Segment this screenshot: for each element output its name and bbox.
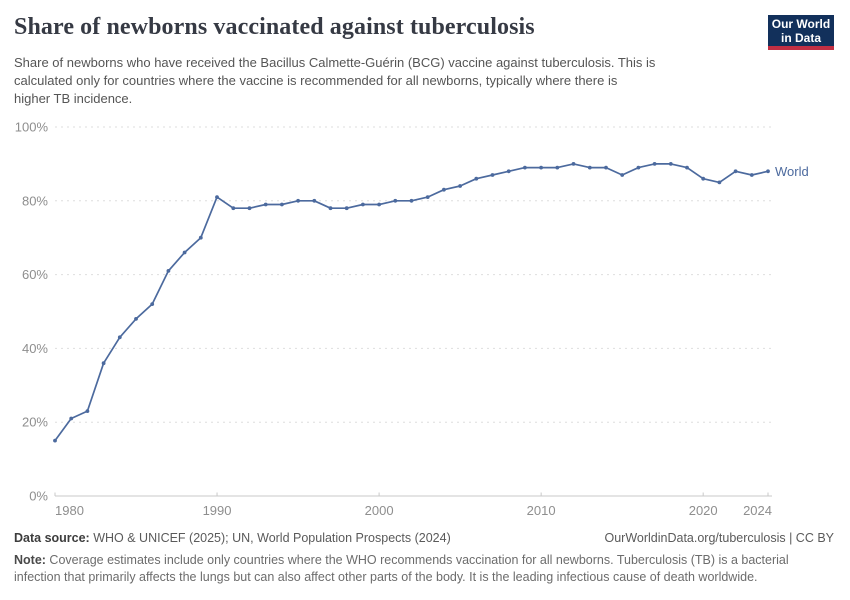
y-tick-label: 100% xyxy=(15,120,49,135)
data-point xyxy=(490,173,495,177)
series-end-label: World xyxy=(775,164,809,179)
y-tick-label: 40% xyxy=(22,341,48,356)
footer-note: Note: Coverage estimates include only co… xyxy=(14,552,836,586)
x-tick-label: 2024 xyxy=(743,503,772,518)
data-point xyxy=(134,317,138,321)
data-point xyxy=(766,169,770,174)
data-point xyxy=(604,165,608,170)
data-point xyxy=(636,165,641,170)
footer-note-text-2: infection that primarily affects the lun… xyxy=(14,570,758,584)
footer-source: Data source: WHO & UNICEF (2025); UN, Wo… xyxy=(14,531,451,545)
y-tick-label: 60% xyxy=(22,267,48,282)
data-point xyxy=(247,206,252,211)
x-tick-label: 2010 xyxy=(527,503,556,518)
x-tick-label: 2000 xyxy=(365,503,394,518)
data-point xyxy=(685,165,689,170)
subtitle-line: higher TB incidence. xyxy=(14,91,133,106)
data-point xyxy=(620,173,625,177)
data-point xyxy=(506,169,511,174)
data-point xyxy=(166,269,171,273)
data-point xyxy=(717,180,722,185)
y-tick-label: 20% xyxy=(22,415,48,430)
data-point xyxy=(409,198,414,203)
data-point xyxy=(361,202,365,207)
data-point xyxy=(69,416,74,421)
data-point xyxy=(587,165,592,170)
page-subtitle: Share of newborns who have received the … xyxy=(14,54,759,108)
footer-note-line: Note: Coverage estimates include only co… xyxy=(14,553,789,567)
data-point xyxy=(442,187,446,192)
x-tick-label: 1990 xyxy=(203,503,232,518)
data-point xyxy=(701,176,706,181)
footer-source-text: WHO & UNICEF (2025); UN, World Populatio… xyxy=(89,531,451,545)
data-point xyxy=(571,162,576,166)
data-point xyxy=(523,165,527,170)
footer-source-label: Data source: xyxy=(14,531,90,545)
footer-note-text-1: Coverage estimates include only countrie… xyxy=(45,553,789,567)
data-point xyxy=(182,250,187,255)
data-point xyxy=(344,206,349,211)
data-point xyxy=(474,176,479,181)
data-point xyxy=(393,198,398,203)
owid-logo[interactable]: Our World in Data xyxy=(768,15,834,50)
data-point xyxy=(263,202,268,207)
data-point xyxy=(85,409,90,413)
data-point xyxy=(668,162,673,166)
subtitle-line: calculated only for countries where the … xyxy=(14,73,618,88)
page-title: Share of newborns vaccinated against tub… xyxy=(14,14,535,40)
data-point xyxy=(117,335,122,340)
x-tick-label: 1980 xyxy=(55,503,84,518)
subtitle-line: Share of newborns who have received the … xyxy=(14,55,656,70)
data-point xyxy=(198,235,203,240)
data-point xyxy=(458,184,462,188)
footer-note-label: Note: xyxy=(14,553,46,567)
data-point xyxy=(101,361,106,366)
data-point xyxy=(231,206,236,211)
y-tick-label: 0% xyxy=(29,489,48,504)
data-point xyxy=(312,198,317,203)
x-tick-label: 2020 xyxy=(689,503,718,518)
data-point xyxy=(215,195,219,200)
data-point xyxy=(733,169,738,174)
data-point xyxy=(377,202,381,207)
data-point xyxy=(749,173,754,177)
footer-license-link[interactable]: OurWorldinData.org/tuberculosis | CC BY xyxy=(604,531,835,545)
data-point xyxy=(280,202,284,207)
data-point xyxy=(328,206,333,211)
footer-source-row: Data source: WHO & UNICEF (2025); UN, Wo… xyxy=(14,531,834,545)
data-point xyxy=(555,165,560,170)
y-tick-label: 80% xyxy=(22,193,48,208)
owid-logo-red-bar xyxy=(768,46,834,50)
data-point xyxy=(425,195,430,200)
data-point xyxy=(652,162,657,166)
owid-logo-line2: in Data xyxy=(780,31,821,45)
data-point xyxy=(53,438,57,443)
data-point xyxy=(150,302,155,306)
data-line xyxy=(54,163,769,442)
data-point xyxy=(539,165,543,170)
owid-logo-text: Our World in Data xyxy=(768,15,834,46)
data-point xyxy=(296,198,300,203)
owid-logo-line1: Our World xyxy=(771,17,831,31)
